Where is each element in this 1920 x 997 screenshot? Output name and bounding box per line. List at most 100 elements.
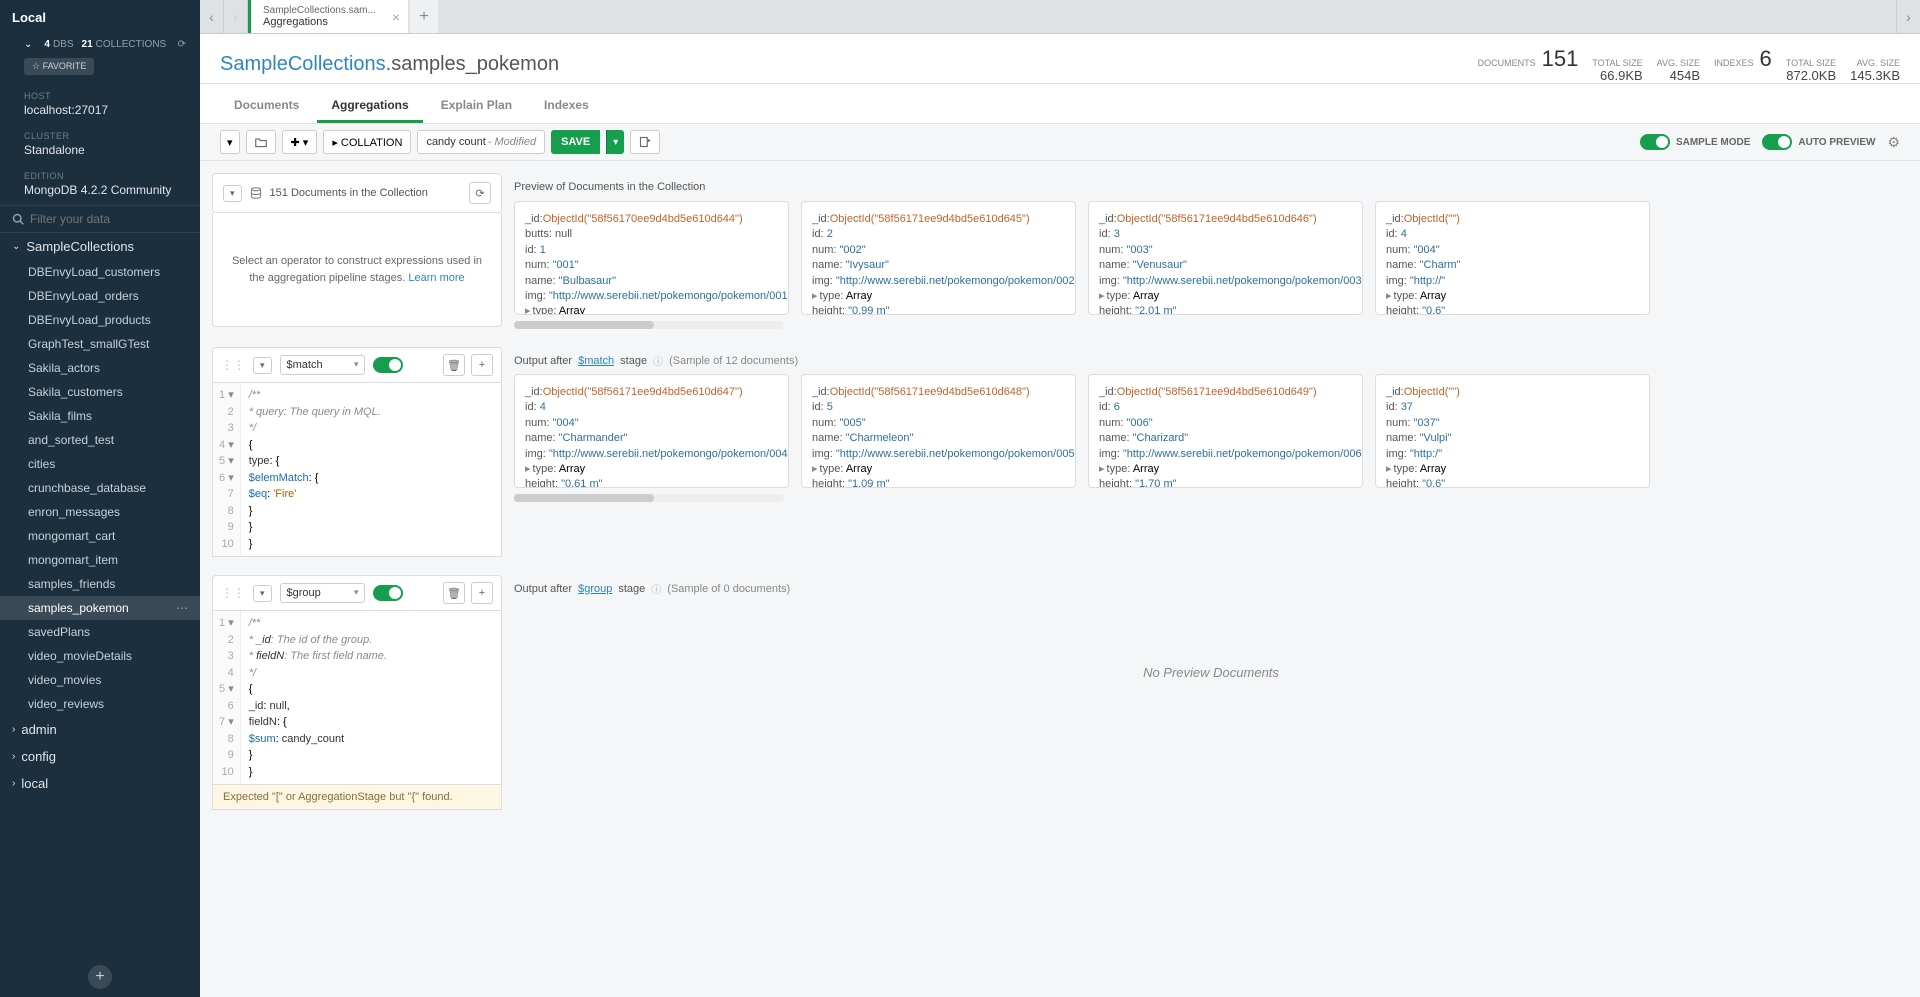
auto-preview-toggle[interactable]: AUTO PREVIEW bbox=[1762, 134, 1875, 150]
stage-operator-select[interactable]: $group bbox=[280, 583, 365, 603]
sidebar-coll-samples_friends[interactable]: samples_friends⋯ bbox=[0, 572, 200, 596]
coll-label: video_reviews bbox=[28, 697, 104, 711]
document-card[interactable]: _id:ObjectId("58f56171ee9d4bd5e610d645")… bbox=[801, 201, 1076, 315]
sidebar-coll-samples_pokemon[interactable]: samples_pokemon ⋯ bbox=[0, 596, 200, 620]
sample-mode-toggle[interactable]: SAMPLE MODE bbox=[1640, 134, 1750, 150]
tab-explain[interactable]: Explain Plan bbox=[427, 92, 526, 123]
favorite-button[interactable]: ☆ FAVORITE bbox=[24, 58, 94, 75]
save-button[interactable]: SAVE bbox=[551, 130, 600, 154]
stage-enable-toggle[interactable] bbox=[373, 585, 403, 601]
avg-size-idx: AVG. SIZE145.3KB bbox=[1850, 58, 1900, 83]
nav-back-button[interactable]: ‹ bbox=[200, 0, 224, 33]
delete-stage-button[interactable]: 🗑 bbox=[443, 582, 465, 604]
sidebar-coll-enron_messages[interactable]: enron_messages⋯ bbox=[0, 500, 200, 524]
sidebar-coll-GraphTest_smallGTest[interactable]: GraphTest_smallGTest⋯ bbox=[0, 332, 200, 356]
document-card[interactable]: _id:ObjectId("")id: 4num: "004"name: "Ch… bbox=[1375, 201, 1650, 315]
sidebar-coll-Sakila_customers[interactable]: Sakila_customers⋯ bbox=[0, 380, 200, 404]
sidebar-db-admin[interactable]: › admin bbox=[0, 716, 200, 743]
pipeline-name-field: candy count - Modified bbox=[417, 130, 545, 154]
collapse-button[interactable]: ▾ bbox=[223, 185, 242, 202]
document-card[interactable]: _id:ObjectId("58f56170ee9d4bd5e610d644")… bbox=[514, 201, 789, 315]
new-pipeline-button[interactable]: ✚ ▾ bbox=[282, 130, 318, 154]
add-stage-button[interactable]: + bbox=[471, 354, 493, 376]
edition-value: MongoDB 4.2.2 Community bbox=[0, 183, 200, 205]
avg-size-docs: AVG. SIZE454B bbox=[1657, 58, 1700, 83]
tab-indexes[interactable]: Indexes bbox=[530, 92, 603, 123]
sidebar-coll-cities[interactable]: cities⋯ bbox=[0, 452, 200, 476]
chevron-icon: ⌄ bbox=[12, 241, 20, 252]
delete-stage-button[interactable]: 🗑 bbox=[443, 354, 465, 376]
more-icon[interactable]: ⋯ bbox=[176, 601, 188, 615]
export-button[interactable] bbox=[630, 130, 660, 154]
add-tab-button[interactable]: + bbox=[410, 0, 438, 33]
sidebar-coll-DBEnvyLoad_customers[interactable]: DBEnvyLoad_customers⋯ bbox=[0, 260, 200, 284]
gear-icon[interactable]: ⚙ bbox=[1887, 134, 1900, 151]
drag-handle-icon[interactable]: ⋮⋮ bbox=[221, 586, 245, 600]
indexes-count: INDEXES 6 bbox=[1714, 46, 1772, 72]
tab-aggregations[interactable]: Aggregations bbox=[317, 92, 422, 123]
add-stage-button[interactable]: + bbox=[471, 582, 493, 604]
document-card[interactable]: _id:ObjectId("58f56171ee9d4bd5e610d646")… bbox=[1088, 201, 1363, 315]
sidebar-db-SampleCollections[interactable]: ⌄SampleCollections bbox=[0, 233, 200, 260]
source-intro: Select an operator to construct expressi… bbox=[212, 213, 502, 327]
document-card[interactable]: _id:ObjectId("58f56171ee9d4bd5e610d648")… bbox=[801, 374, 1076, 488]
save-dropdown-button[interactable]: ▾ bbox=[606, 130, 624, 154]
chevron-icon: › bbox=[12, 724, 15, 735]
nav-forward-button[interactable]: › bbox=[224, 0, 248, 33]
sidebar-db-local[interactable]: ›local bbox=[0, 770, 200, 797]
stage-enable-toggle[interactable] bbox=[373, 357, 403, 373]
open-folder-button[interactable] bbox=[246, 130, 276, 154]
document-card[interactable]: _id:ObjectId("58f56171ee9d4bd5e610d649")… bbox=[1088, 374, 1363, 488]
stage-editor[interactable]: 1 ▾2 3 4 ▾5 ▾6 ▾7 8 9 10 /** * query: Th… bbox=[212, 383, 502, 557]
stage-editor[interactable]: 1 ▾2 3 4 5 ▾6 7 ▾8 9 10 /** * _id: The i… bbox=[212, 611, 502, 785]
db-label: config bbox=[21, 749, 56, 764]
refresh-source-button[interactable]: ⟳ bbox=[469, 182, 491, 204]
collapse-button[interactable]: ▾ bbox=[253, 357, 272, 374]
drag-handle-icon[interactable]: ⋮⋮ bbox=[221, 358, 245, 372]
sidebar-coll-Sakila_films[interactable]: Sakila_films⋯ bbox=[0, 404, 200, 428]
collation-button[interactable]: ▸ COLLATION bbox=[323, 130, 411, 154]
document-card[interactable]: _id:ObjectId("58f56171ee9d4bd5e610d647")… bbox=[514, 374, 789, 488]
sidebar-coll-DBEnvyLoad_orders[interactable]: DBEnvyLoad_orders⋯ bbox=[0, 284, 200, 308]
toggle-stages-button[interactable]: ▾ bbox=[220, 130, 240, 154]
sidebar-coll-video_movieDetails[interactable]: video_movieDetails⋯ bbox=[0, 644, 200, 668]
db-label: local bbox=[21, 776, 48, 791]
coll-label: samples_pokemon bbox=[28, 601, 129, 615]
workspace-tab[interactable]: SampleCollections.sam... Aggregations × bbox=[248, 0, 408, 33]
collapse-button[interactable]: ▾ bbox=[253, 585, 272, 602]
sidebar-stats[interactable]: ⌄ 4DBS 21COLLECTIONS ⟳ bbox=[0, 35, 200, 58]
coll-label: mongomart_cart bbox=[28, 529, 115, 543]
stage-row-group: ⋮⋮ ▾ $group 🗑 + 1 ▾2 3 4 5 ▾6 7 ▾8 9 10 … bbox=[212, 575, 1908, 810]
stage-link[interactable]: $match bbox=[578, 355, 614, 367]
document-card[interactable]: _id:ObjectId("")id: 37num: "037"name: "V… bbox=[1375, 374, 1650, 488]
coll-label: Sakila_films bbox=[28, 409, 92, 423]
stage-link[interactable]: $group bbox=[578, 583, 612, 595]
sidebar-coll-crunchbase_database[interactable]: crunchbase_database⋯ bbox=[0, 476, 200, 500]
horizontal-scrollbar[interactable] bbox=[514, 321, 784, 329]
refresh-icon[interactable]: ⟳ bbox=[178, 39, 186, 50]
learn-more-link[interactable]: Learn more bbox=[408, 272, 464, 284]
close-icon[interactable]: × bbox=[392, 9, 400, 25]
cluster-name: Local bbox=[0, 0, 200, 35]
nav-forward-end-button[interactable]: › bbox=[1896, 0, 1920, 33]
sidebar-coll-Sakila_actors[interactable]: Sakila_actors⋯ bbox=[0, 356, 200, 380]
namespace-title: SampleCollections.samples_pokemon bbox=[220, 53, 559, 76]
sidebar-coll-savedPlans[interactable]: savedPlans⋯ bbox=[0, 620, 200, 644]
stage-operator-select[interactable]: $match bbox=[280, 355, 365, 375]
sidebar-coll-mongomart_cart[interactable]: mongomart_cart⋯ bbox=[0, 524, 200, 548]
sidebar-db-config[interactable]: ›config bbox=[0, 743, 200, 770]
add-button[interactable]: + bbox=[88, 965, 112, 989]
source-row: ▾ 151 Documents in the Collection ⟳ Sele… bbox=[212, 173, 1908, 329]
db-label: admin bbox=[21, 722, 56, 737]
sidebar-coll-mongomart_item[interactable]: mongomart_item⋯ bbox=[0, 548, 200, 572]
coll-label: Sakila_customers bbox=[28, 385, 123, 399]
sidebar-coll-video_movies[interactable]: video_movies⋯ bbox=[0, 668, 200, 692]
filter-input[interactable] bbox=[30, 212, 188, 226]
sidebar-coll-DBEnvyLoad_products[interactable]: DBEnvyLoad_products⋯ bbox=[0, 308, 200, 332]
horizontal-scrollbar[interactable] bbox=[514, 494, 784, 502]
main: ‹ › SampleCollections.sam... Aggregation… bbox=[200, 0, 1920, 997]
sidebar-coll-and_sorted_test[interactable]: and_sorted_test⋯ bbox=[0, 428, 200, 452]
tab-documents[interactable]: Documents bbox=[220, 92, 313, 123]
sidebar-coll-video_reviews[interactable]: video_reviews⋯ bbox=[0, 692, 200, 716]
tab-subtitle: Aggregations bbox=[263, 16, 380, 28]
